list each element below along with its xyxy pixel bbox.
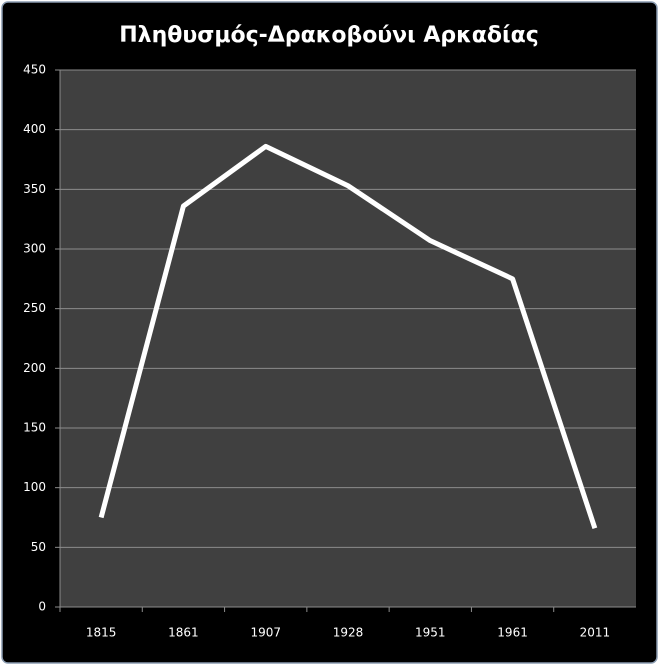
y-tick-label: 150 (23, 421, 46, 435)
y-tick-label: 100 (23, 480, 46, 494)
y-tick-label: 250 (23, 301, 46, 315)
x-tick-label: 1815 (86, 626, 117, 640)
y-tick-label: 200 (23, 361, 46, 375)
x-tick-label: 1861 (168, 626, 199, 640)
data-line (98, 143, 598, 530)
x-tick-label: 2011 (580, 626, 611, 640)
chart-title: Πληθυσμός-Δρακοβούνι Αρκαδίας (119, 23, 539, 48)
y-tick-label: 50 (31, 540, 46, 554)
x-tick-label: 1907 (250, 626, 281, 640)
y-tick-label: 0 (38, 600, 46, 614)
y-tick-label: 400 (23, 122, 46, 136)
y-tick-label: 350 (23, 182, 46, 196)
x-tick-label: 1951 (415, 626, 446, 640)
x-tick-label: 1928 (333, 626, 364, 640)
x-tick-label: 1961 (497, 626, 528, 640)
y-tick-label: 450 (23, 63, 46, 77)
y-tick-label: 300 (23, 242, 46, 256)
plot-area (60, 70, 636, 607)
